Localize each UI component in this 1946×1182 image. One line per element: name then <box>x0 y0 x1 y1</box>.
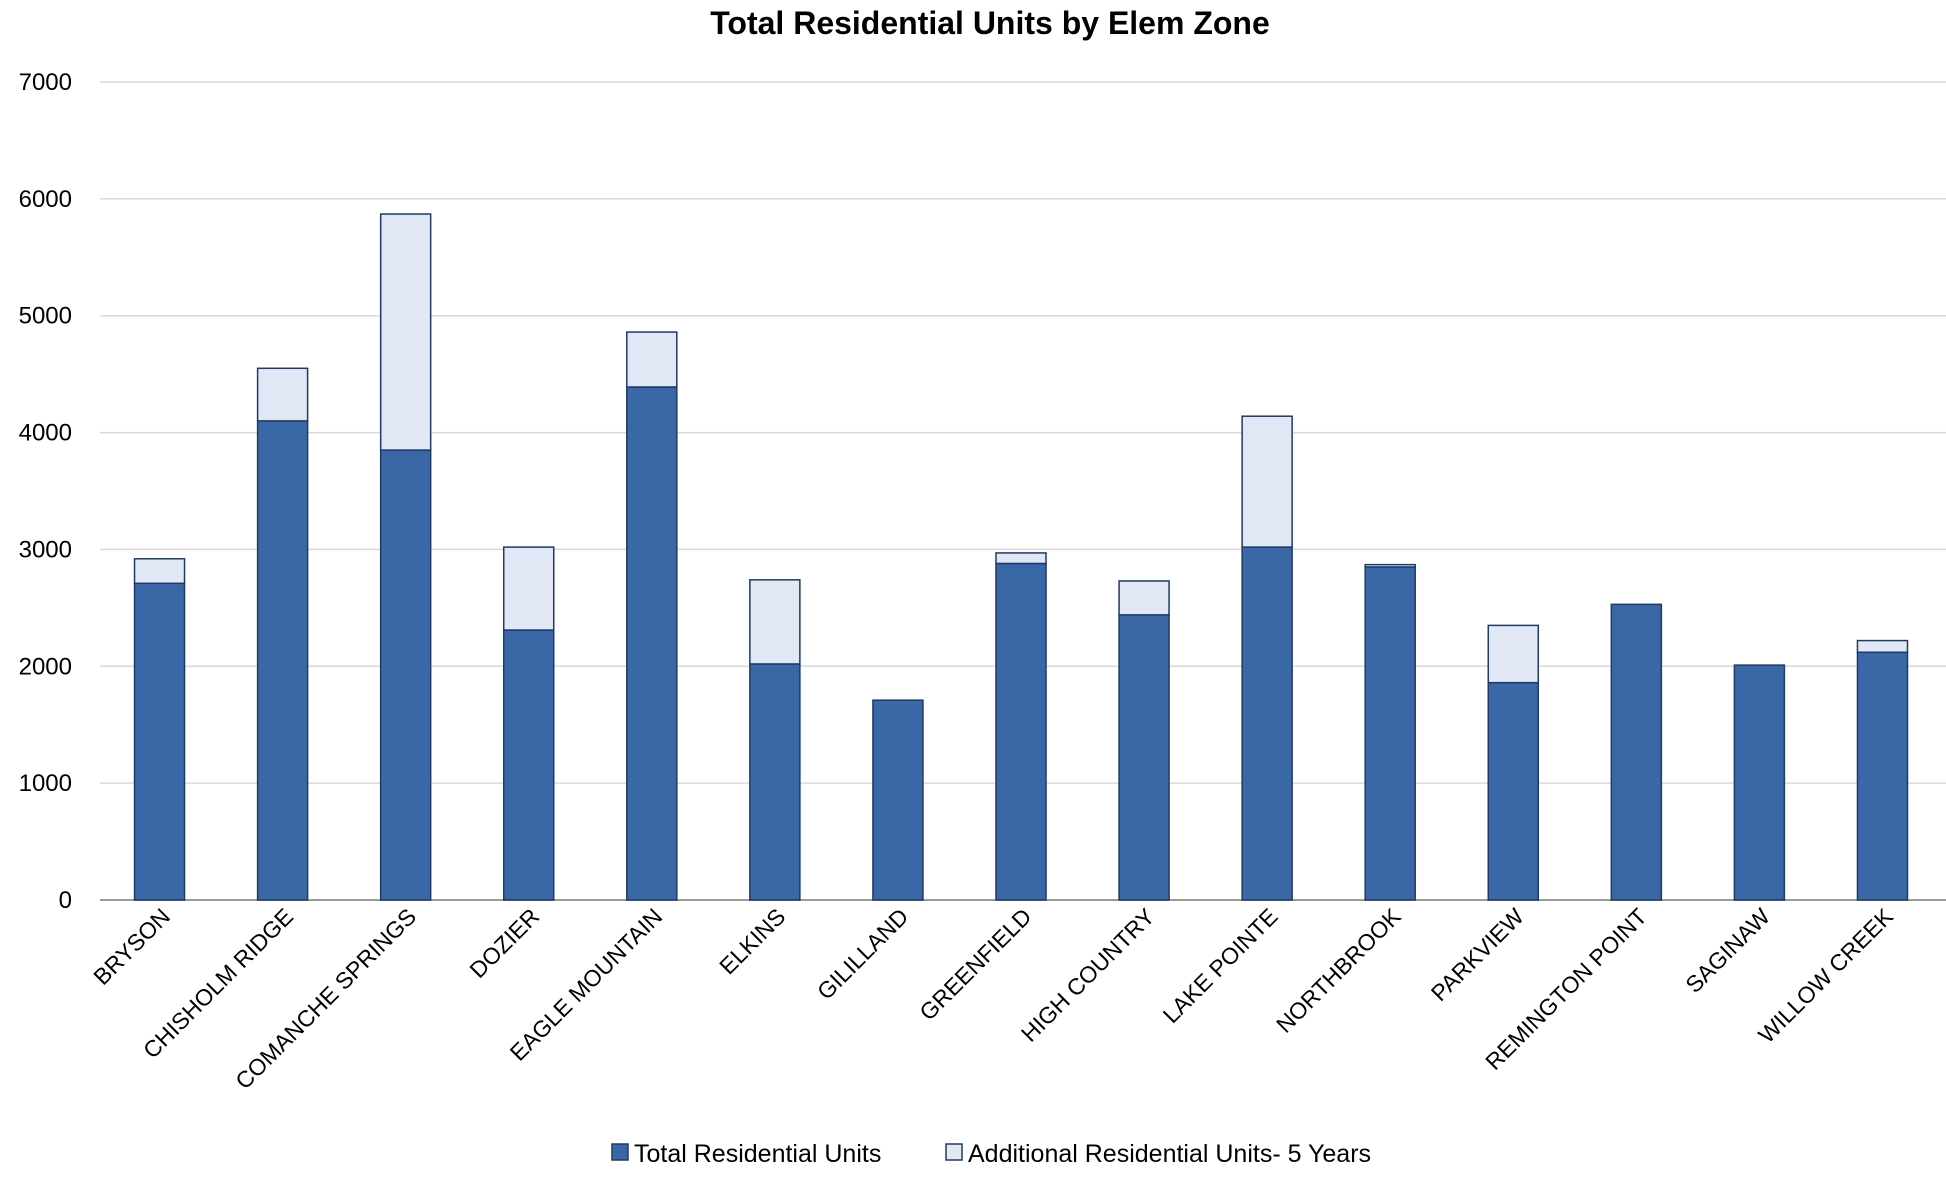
bar-total-units <box>1487 681 1540 901</box>
legend: Total Residential Units Additional Reside… <box>611 1140 1371 1168</box>
bar-additional-units <box>749 579 801 665</box>
x-tick-label: BRYSON <box>88 903 175 990</box>
bar-total-units <box>1856 651 1909 901</box>
x-tick-label: PARKVIEW <box>1426 903 1529 1006</box>
bar-total-units <box>1364 566 1416 901</box>
bar-additional-units <box>1118 580 1170 616</box>
bar-additional-units <box>256 367 309 422</box>
bar-total-units <box>995 562 1047 901</box>
bar-total-units <box>1733 664 1786 901</box>
legend-label: Additional Residential Units- 5 Years <box>968 1140 1371 1168</box>
bar-total-units <box>626 386 678 901</box>
y-tick-label: 4000 <box>19 420 72 447</box>
x-tick-label: DOZIER <box>464 903 544 983</box>
bar-additional-units <box>1487 624 1540 684</box>
x-tick-label: SAGINAW <box>1680 903 1775 998</box>
y-tick-label: 3000 <box>19 536 72 563</box>
bar-total-units <box>379 449 432 901</box>
y-tick-label: 0 <box>59 887 72 914</box>
bar-additional-units <box>1364 563 1416 568</box>
x-tick-label: ELKINS <box>714 903 790 979</box>
bar-additional-units <box>1856 639 1909 654</box>
x-tick-label: GILILLAND <box>812 903 914 1005</box>
bar-total-units <box>1610 603 1663 901</box>
bar-total-units <box>502 629 555 901</box>
bar-total-units <box>133 582 186 901</box>
bar-additional-units <box>626 331 678 388</box>
bar-total-units <box>1118 614 1170 901</box>
bar-total-units <box>749 663 801 901</box>
y-tick-label: 1000 <box>19 770 72 797</box>
x-tick-label: NORTHBROOK <box>1271 903 1406 1038</box>
y-tick-label: 5000 <box>19 303 72 330</box>
bar-additional-units <box>502 546 555 631</box>
bar-total-units <box>1241 546 1293 901</box>
bar-total-units <box>256 420 309 901</box>
y-axis-ticks: 0 1000 2000 3000 4000 5000 6000 7000 <box>19 69 72 914</box>
bar-additional-units <box>379 213 432 451</box>
y-tick-label: 7000 <box>19 69 72 96</box>
x-tick-label: WILLOW CREEK <box>1753 903 1898 1048</box>
bars <box>133 213 1909 901</box>
legend-swatch <box>611 1143 629 1161</box>
bar-total-units <box>872 699 924 901</box>
bar-additional-units <box>133 558 186 585</box>
x-tick-label: GREENFIELD <box>914 903 1036 1025</box>
y-tick-label: 2000 <box>19 653 72 680</box>
x-tick-label: LAKE POINTE <box>1158 903 1283 1028</box>
bar-additional-units <box>1241 415 1293 548</box>
legend-swatch <box>945 1143 963 1161</box>
y-tick-label: 6000 <box>19 186 72 213</box>
legend-label: Total Residential Units <box>634 1140 881 1168</box>
bar-additional-units <box>995 552 1047 565</box>
x-tick-label: HIGH COUNTRY <box>1016 903 1160 1047</box>
chart-title: Total Residential Units by Elem Zone <box>710 5 1270 41</box>
